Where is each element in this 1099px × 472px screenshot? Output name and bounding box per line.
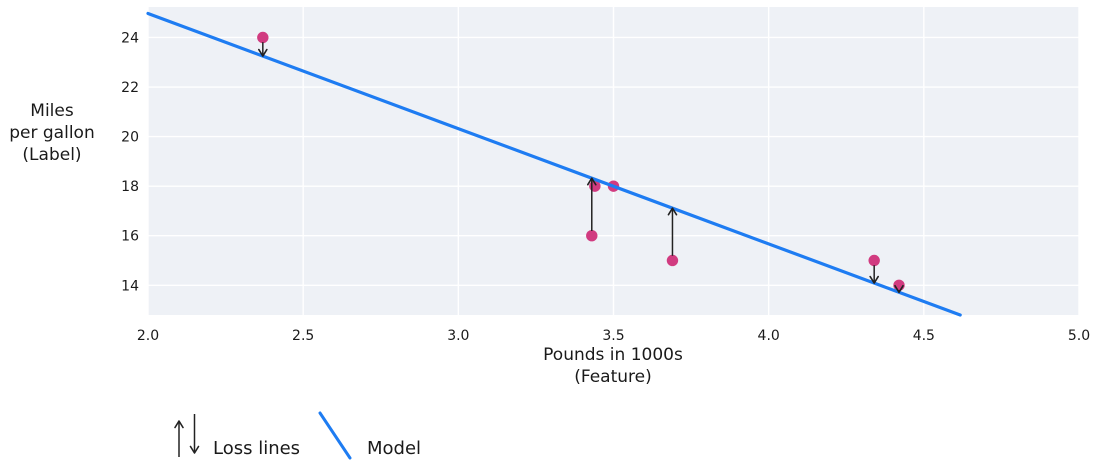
x-tick-label: 4.0 (758, 328, 780, 344)
legend-label-loss-lines: Loss lines (213, 438, 300, 459)
x-tick-label: 3.0 (447, 328, 469, 344)
y-axis-tick-labels: 14 16 18 20 22 24 (121, 30, 139, 294)
x-tick-label: 3.5 (602, 328, 624, 344)
y-tick-label: 18 (121, 179, 139, 195)
y-axis-label-line2: per gallon (9, 123, 94, 143)
x-axis-label-line2: (Feature) (574, 367, 652, 387)
x-axis-tick-labels: 2.0 2.5 3.0 3.5 4.0 4.5 5.0 (137, 328, 1090, 344)
y-tick-label: 22 (121, 80, 139, 96)
scatter-point (257, 31, 269, 44)
model-line (146, 11, 962, 317)
legend: Loss lines Model (174, 411, 421, 460)
scatter-point (868, 254, 880, 267)
y-axis-label-line3: (Label) (22, 145, 81, 165)
legend-item-model: Model (318, 411, 421, 460)
x-tick-label: 2.0 (137, 328, 159, 344)
x-tick-label: 5.0 (1068, 328, 1090, 344)
legend-label-model: Model (367, 438, 421, 459)
model-line-icon (318, 411, 352, 460)
scatter-point (586, 230, 598, 242)
x-tick-label: 4.5 (913, 328, 935, 344)
y-tick-label: 14 (121, 278, 139, 294)
x-axis-label-line1: Pounds in 1000s (543, 345, 683, 365)
y-axis-label: Miles per gallon (Label) (9, 101, 94, 165)
x-axis-label: Pounds in 1000s (Feature) (543, 345, 683, 387)
model-line-layer (146, 11, 962, 317)
y-axis-label-line1: Miles (30, 101, 74, 121)
y-tick-label: 16 (121, 229, 139, 245)
y-tick-label: 20 (121, 130, 139, 146)
y-tick-label: 24 (121, 30, 139, 46)
legend-item-loss-lines: Loss lines (174, 414, 300, 459)
x-tick-label: 2.5 (292, 328, 314, 344)
loss-arrows-layer (258, 42, 904, 294)
scatter-point (666, 254, 679, 267)
